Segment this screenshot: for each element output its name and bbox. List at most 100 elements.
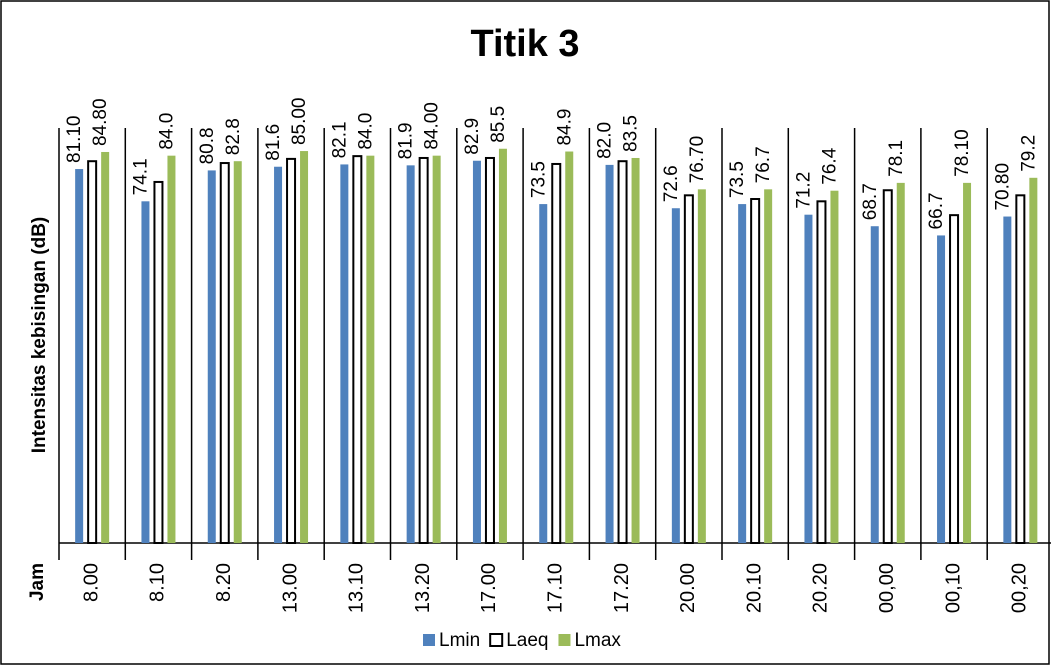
- bar: [949, 214, 960, 544]
- x-tick-label: 17.00: [478, 563, 500, 613]
- chart-title: Titik 3: [470, 23, 579, 65]
- bar: [764, 189, 773, 544]
- bar: [340, 164, 349, 543]
- bar: [617, 160, 628, 544]
- data-label: 71.2: [793, 172, 814, 209]
- bar: [870, 226, 879, 543]
- x-tick-label: 00,10: [942, 563, 964, 613]
- data-label: 80.8: [197, 127, 218, 164]
- data-label: 81.10: [64, 115, 85, 163]
- data-label: 81.9: [396, 122, 417, 159]
- data-label: 76.4: [819, 147, 840, 184]
- data-label: 78.10: [952, 129, 973, 177]
- legend-label: Laeq: [506, 630, 548, 651]
- bar: [804, 214, 813, 543]
- bar: [87, 160, 98, 544]
- x-tick-label: 20.20: [810, 563, 832, 613]
- bar: [472, 160, 481, 543]
- data-label: 84.00: [422, 102, 443, 150]
- x-tick-label: 8.10: [147, 563, 169, 602]
- data-label: 74.1: [130, 158, 151, 195]
- bar: [484, 156, 495, 544]
- bar: [1029, 177, 1038, 544]
- bar: [750, 198, 761, 544]
- x-tick-label: 13.20: [412, 563, 434, 613]
- bar: [631, 157, 640, 543]
- bar: [101, 151, 110, 543]
- bar: [274, 166, 283, 543]
- bar: [153, 180, 164, 544]
- data-label: 68.7: [860, 183, 881, 220]
- bar: [233, 161, 242, 543]
- bar: [830, 190, 839, 543]
- bar: [366, 155, 375, 543]
- data-label: 82.8: [223, 118, 244, 155]
- data-label: 78.1: [886, 140, 907, 177]
- data-label: 70.80: [992, 163, 1013, 211]
- data-label: 76.7: [753, 146, 774, 183]
- bar: [219, 162, 230, 545]
- legend-label: Lmin: [439, 630, 480, 651]
- y-axis-label: Intensitas kebisingan (dB): [29, 217, 50, 453]
- x-tick-label: 00,20: [1009, 563, 1031, 613]
- data-label: 82.0: [595, 122, 616, 159]
- bar: [882, 189, 893, 544]
- data-label: 85.00: [289, 98, 310, 146]
- bar: [896, 182, 905, 543]
- bar: [418, 156, 429, 544]
- bar: [300, 151, 309, 544]
- data-label: 72.6: [661, 165, 682, 202]
- bar: [167, 155, 176, 543]
- bar: [286, 157, 297, 544]
- bar: [75, 169, 84, 544]
- bar: [738, 204, 747, 544]
- x-tick-label: 17.10: [545, 563, 567, 613]
- bar: [551, 162, 562, 544]
- data-label: 76.70: [687, 136, 708, 184]
- data-label: 84.9: [554, 109, 575, 146]
- bar: [605, 164, 614, 543]
- bar: [539, 204, 548, 544]
- data-label: 73.5: [528, 161, 549, 198]
- bar: [498, 148, 507, 543]
- legend-label: Lmax: [574, 630, 621, 651]
- bar: [406, 165, 415, 543]
- bar: [141, 201, 150, 544]
- bar: [565, 151, 574, 543]
- data-label: 84.80: [90, 98, 111, 146]
- bar: [683, 194, 694, 544]
- x-axis-label: Jam: [27, 563, 48, 601]
- bar: [1015, 194, 1026, 544]
- data-label: 82.9: [462, 118, 483, 155]
- bar: [352, 155, 363, 544]
- data-label: 66.7: [926, 192, 947, 229]
- data-label: 82.1: [329, 121, 350, 158]
- x-tick-label: 20.00: [677, 563, 699, 613]
- x-tick-label: 8.20: [213, 563, 235, 602]
- data-label: 73.5: [727, 161, 748, 198]
- x-tick-label: 13.10: [346, 563, 368, 613]
- x-tick-label: 8.00: [80, 563, 102, 602]
- legend-swatch: [489, 633, 504, 647]
- bar: [937, 235, 946, 543]
- data-label: 85.5: [488, 106, 509, 143]
- x-tick-label: 17.20: [611, 563, 633, 613]
- x-tick-label: 20.10: [743, 563, 765, 613]
- bar: [1003, 216, 1012, 544]
- x-tick-label: 00,00: [876, 563, 898, 613]
- bar: [432, 155, 441, 543]
- bar: [671, 208, 680, 543]
- data-label: 79.2: [1018, 135, 1039, 172]
- x-tick-label: 13.00: [279, 563, 301, 613]
- legend-swatch: [423, 634, 435, 646]
- bar: [816, 200, 827, 544]
- bar: [697, 189, 706, 544]
- data-label: 84.0: [156, 113, 177, 150]
- data-label: 84.0: [355, 113, 376, 150]
- data-label: 81.6: [263, 124, 284, 161]
- bar: [207, 170, 216, 543]
- data-label: 83.5: [621, 115, 642, 152]
- bar: [963, 182, 972, 543]
- legend-swatch: [558, 634, 571, 646]
